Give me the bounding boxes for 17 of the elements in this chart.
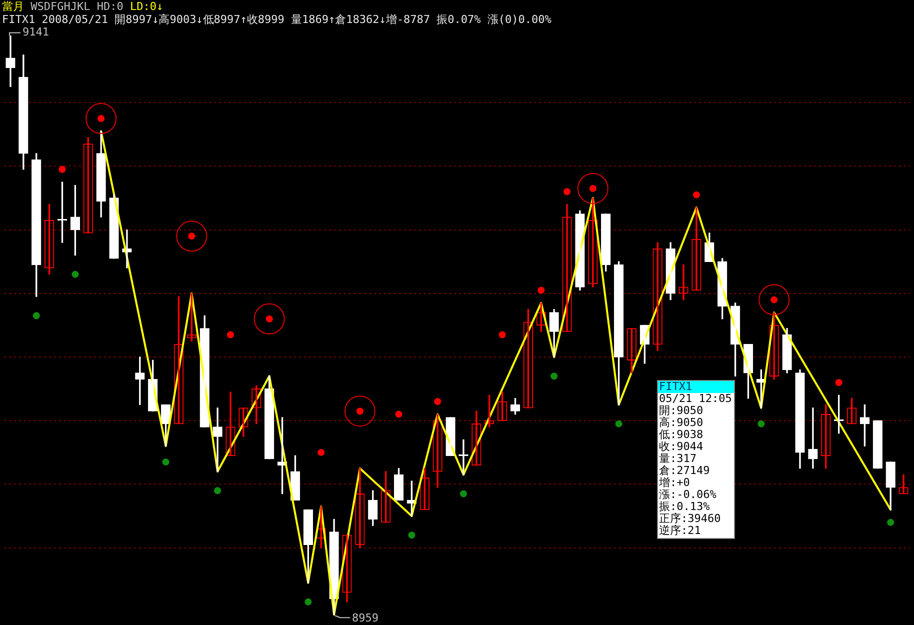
annotation: 量:317 (659, 452, 698, 465)
text: FITX1 2008/05/21 開8997↓高9003↓低8997↑收8999 量1869↑倉18362↓增-8787 振0.07% 漲(0)0.00% (2, 13, 552, 26)
annotation: 倉:27149 (659, 464, 711, 477)
annotation: 增:+0 (659, 476, 691, 489)
annotation: 9141 (22, 26, 49, 39)
annotation: 開:9050 (659, 404, 704, 417)
annotation: 逆序:21 (659, 524, 702, 537)
annotation: 高:9050 (659, 416, 704, 429)
chart-title: 當月 WSDFGHJKL HD:0 LD:0↓ (2, 0, 164, 13)
annotation: 8959 (352, 611, 379, 624)
annotation: 低:9038 (659, 428, 704, 441)
annotation: FITX1 (658, 380, 734, 393)
annotation: 振:0.13% (659, 500, 711, 513)
annotation: 收:9044 (659, 440, 704, 453)
annotation: 正序:39460 (659, 512, 722, 525)
annotation: 05/21 12:05 (659, 392, 732, 405)
annotation: 漲:-0.06% (659, 488, 718, 501)
